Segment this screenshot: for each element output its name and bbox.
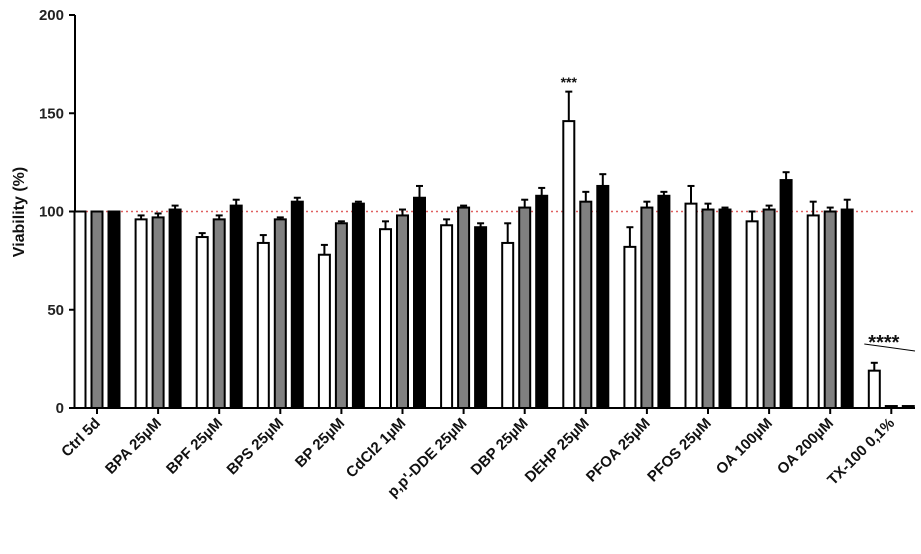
bar-series1-4 bbox=[317, 253, 331, 409]
bar-series2-0 bbox=[90, 210, 104, 409]
bar-series1-6 bbox=[440, 224, 454, 409]
bar-series2-2 bbox=[212, 218, 226, 409]
category-label-2: BPF 25µM bbox=[163, 415, 226, 478]
annotations: ******* bbox=[561, 74, 916, 354]
error-bars bbox=[137, 90, 878, 371]
category-label-8: DEHP 25µM bbox=[522, 415, 593, 486]
bar-series2-7 bbox=[518, 206, 532, 409]
bar-series1-2 bbox=[195, 236, 209, 409]
category-label-12: OA 200µM bbox=[774, 415, 837, 478]
significance-label-tx100: **** bbox=[868, 332, 899, 354]
bar-series2-9 bbox=[640, 206, 654, 409]
bar-series3-10 bbox=[718, 208, 732, 409]
bar-series2-12 bbox=[823, 210, 837, 409]
bar-series2-5 bbox=[396, 214, 409, 409]
bar-series2-6 bbox=[457, 206, 471, 409]
category-label-3: BPS 25µM bbox=[224, 415, 288, 479]
category-label-9: PFOA 25µM bbox=[583, 415, 654, 486]
category-label-10: PFOS 25µM bbox=[644, 415, 715, 486]
category-label-1: BPA 25µM bbox=[102, 415, 165, 478]
bar-series3-6 bbox=[474, 226, 488, 409]
bar-series2-11 bbox=[762, 208, 776, 409]
bar-series3-13 bbox=[901, 405, 915, 410]
bar-series1-13 bbox=[867, 369, 881, 410]
bar-series3-3 bbox=[290, 200, 304, 409]
y-tick-label: 200 bbox=[39, 7, 64, 24]
bar-series2-13 bbox=[884, 405, 898, 410]
bar-series3-2 bbox=[229, 204, 243, 409]
bar-series2-8 bbox=[579, 200, 593, 409]
bar-series3-1 bbox=[168, 208, 182, 409]
category-label-7: DBP 25µM bbox=[468, 415, 532, 479]
bar-series1-5 bbox=[379, 228, 392, 409]
bar-series2-1 bbox=[151, 216, 165, 409]
bar-series1-12 bbox=[806, 214, 820, 409]
bar-series2-4 bbox=[334, 222, 348, 409]
bar-series1-9 bbox=[623, 245, 637, 409]
category-label-5: CdCl2 1µM bbox=[343, 415, 409, 481]
bar-series1-11 bbox=[745, 220, 759, 409]
bar-series2-10 bbox=[701, 208, 715, 409]
bar-series3-7 bbox=[535, 194, 549, 409]
bar-series1-1 bbox=[134, 218, 148, 409]
category-label-0: Ctrl 5d bbox=[58, 415, 104, 461]
bar-series1-10 bbox=[684, 202, 698, 409]
bar-series1-8 bbox=[562, 120, 576, 410]
y-tick-label: 150 bbox=[39, 105, 64, 122]
bar-series3-4 bbox=[351, 202, 365, 409]
bar-series3-0 bbox=[107, 210, 121, 409]
bar-series3-9 bbox=[657, 194, 671, 409]
category-label-11: OA 100µM bbox=[713, 415, 776, 478]
significance-label-dehp: *** bbox=[561, 74, 578, 90]
bar-series3-12 bbox=[840, 208, 854, 409]
significance-bracket-tx100 bbox=[864, 343, 916, 352]
category-label-4: BP 25µM bbox=[292, 415, 348, 471]
bar-series3-8 bbox=[596, 184, 610, 409]
bars bbox=[73, 120, 915, 410]
bar-series2-3 bbox=[273, 218, 287, 409]
y-tick-label: 50 bbox=[47, 302, 64, 319]
y-axis-title: Viability (%) bbox=[11, 167, 28, 257]
bar-series3-11 bbox=[779, 179, 793, 409]
y-tick-label: 0 bbox=[56, 400, 64, 417]
bar-series1-3 bbox=[256, 241, 270, 409]
x-ticks bbox=[96, 408, 893, 414]
y-tick-label: 100 bbox=[39, 204, 64, 221]
y-ticks: 0 50 100 150 200 bbox=[39, 7, 75, 417]
bar-series3-5 bbox=[413, 196, 426, 409]
bar-series1-7 bbox=[501, 241, 515, 409]
bar-series1-0 bbox=[73, 210, 87, 409]
